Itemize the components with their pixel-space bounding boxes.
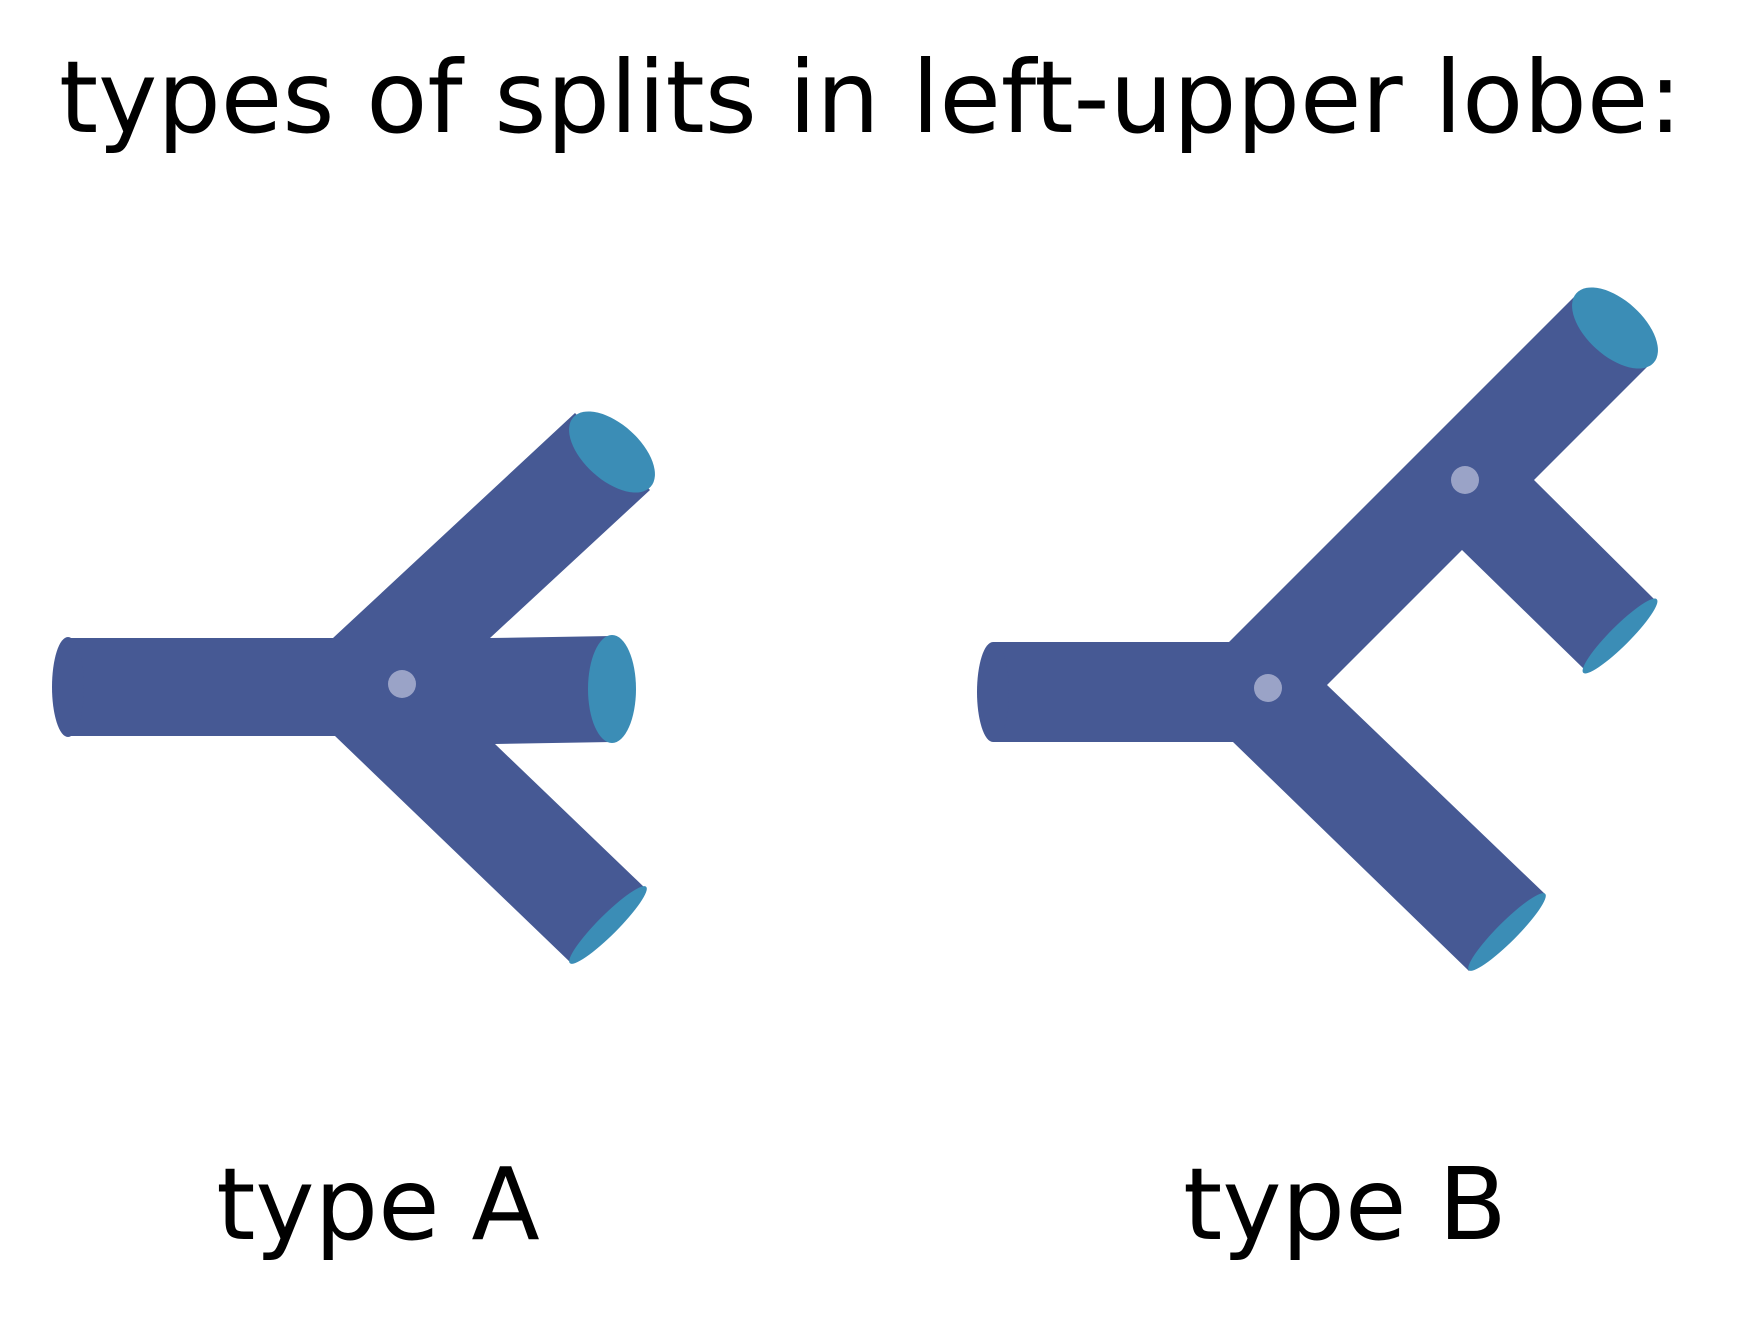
type-b-bronchus-body	[993, 293, 1656, 971]
type-a-bronchus-body	[68, 413, 650, 963]
type-a-upper-branch-end	[569, 411, 655, 493]
type-b-upper-branch-end	[1572, 287, 1658, 369]
type-a-trunk-end	[52, 637, 84, 737]
type-a-lower-branch-end	[569, 886, 647, 964]
type-b-upper-junction-dot	[1451, 466, 1479, 494]
type-a-junction-dot	[388, 670, 416, 698]
type-a-diagram	[52, 411, 655, 964]
type-b-lower-junction-dot	[1254, 674, 1282, 702]
type-b-side-branch-end	[1582, 598, 1658, 674]
type-b-trunk-end	[977, 642, 1009, 742]
type-a-label: type A	[216, 1146, 540, 1263]
diagram-title: types of splits in left-upper lobe:	[58, 39, 1683, 156]
type-b-label: type B	[1183, 1146, 1507, 1263]
type-b-lower-branch-end	[1468, 893, 1546, 971]
type-a-middle-branch-end	[588, 635, 636, 743]
type-b-diagram	[977, 287, 1658, 971]
